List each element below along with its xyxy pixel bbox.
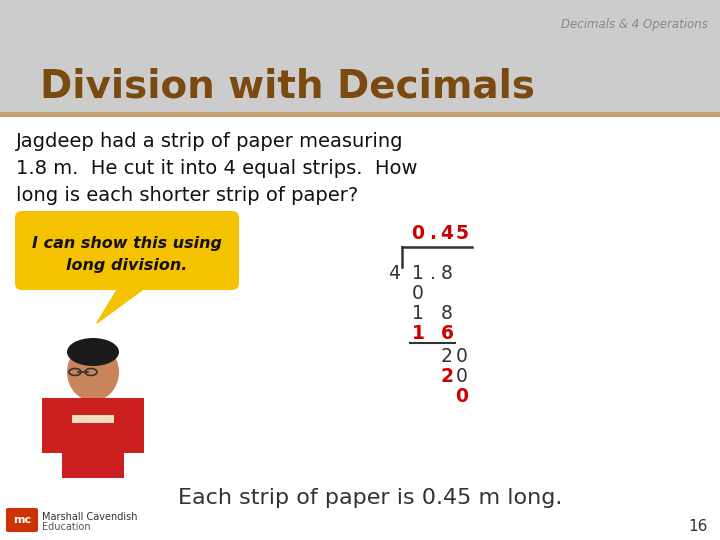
Text: 8: 8 (441, 304, 453, 323)
Text: 0: 0 (456, 347, 468, 366)
Text: 0: 0 (412, 224, 425, 243)
Text: 1: 1 (412, 324, 424, 343)
Text: Decimals & 4 Operations: Decimals & 4 Operations (561, 18, 708, 31)
Text: 0: 0 (456, 387, 469, 406)
Ellipse shape (67, 343, 119, 401)
Text: 2: 2 (441, 367, 454, 386)
FancyBboxPatch shape (15, 211, 239, 290)
Text: 4: 4 (388, 264, 400, 283)
Text: 8: 8 (441, 264, 453, 283)
Bar (72, 415, 114, 423)
Bar (0, 112, 720, 117)
Text: Jagdeep had a strip of paper measuring: Jagdeep had a strip of paper measuring (16, 132, 403, 151)
Text: Education: Education (42, 522, 91, 532)
Text: long division.: long division. (66, 258, 188, 273)
Text: 0: 0 (412, 284, 424, 303)
Text: Each strip of paper is 0.45 m long.: Each strip of paper is 0.45 m long. (178, 488, 562, 508)
Text: 1: 1 (412, 264, 424, 283)
Text: Marshall Cavendish: Marshall Cavendish (42, 512, 138, 522)
Text: 16: 16 (688, 519, 708, 534)
Bar (122, 398, 144, 453)
Bar (42, 398, 64, 453)
Text: 2: 2 (441, 347, 453, 366)
Text: 0: 0 (456, 367, 468, 386)
Bar (0, 0, 720, 112)
Text: mc: mc (13, 515, 31, 525)
Polygon shape (97, 290, 142, 323)
Text: 5: 5 (456, 224, 469, 243)
FancyBboxPatch shape (6, 508, 38, 532)
Text: 1.8 m.  He cut it into 4 equal strips.  How: 1.8 m. He cut it into 4 equal strips. Ho… (16, 159, 418, 178)
Text: Division with Decimals: Division with Decimals (40, 67, 535, 105)
Text: .: . (430, 224, 436, 243)
Text: 4: 4 (441, 224, 454, 243)
Text: 1: 1 (412, 304, 424, 323)
Bar (62, 398, 124, 478)
Text: long is each shorter strip of paper?: long is each shorter strip of paper? (16, 186, 359, 205)
Text: I can show this using: I can show this using (32, 236, 222, 251)
Text: 6: 6 (441, 324, 454, 343)
Ellipse shape (67, 338, 119, 366)
Text: .: . (430, 264, 436, 283)
